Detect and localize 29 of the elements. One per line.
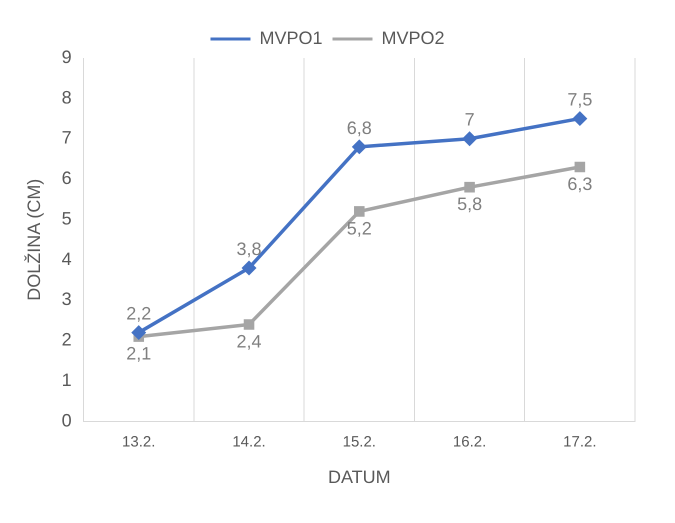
data-label: 7 [464,110,475,130]
y-tick-label: 6 [62,168,72,188]
y-tick-label: 9 [62,46,72,67]
data-label: 2,4 [236,331,262,352]
y-tick-label: 1 [62,370,72,390]
x-axis-title: DATUM [328,467,391,488]
y-axis-title: DOLŽINA (CM) [24,178,44,301]
data-label: 3,8 [236,238,262,259]
y-tick-label: 0 [62,410,72,430]
data-label: 6,3 [567,174,592,194]
x-tick-label: 16.2. [452,434,486,451]
y-tick-label: 3 [62,289,72,310]
data-label: 5,8 [457,194,482,214]
data-label: 7,5 [567,90,592,110]
x-tick-label: 13.2. [122,434,156,451]
y-tick-label: 7 [62,128,72,148]
y-tick-label: 5 [62,208,72,228]
y-tick-label: 4 [62,248,72,269]
data-label: 2,1 [126,344,152,364]
data-label: 6,8 [346,118,372,138]
x-tick-label: 17.2. [563,434,597,451]
data-label: 5,2 [346,218,372,238]
data-label: 2,2 [126,304,152,324]
legend-label: MVPO1 [259,28,323,48]
legend-label: MVPO2 [382,28,445,48]
y-tick-label: 2 [62,330,72,350]
x-tick-label: 14.2. [232,434,266,451]
y-tick-label: 8 [62,87,72,108]
x-tick-label: 15.2. [342,434,376,451]
